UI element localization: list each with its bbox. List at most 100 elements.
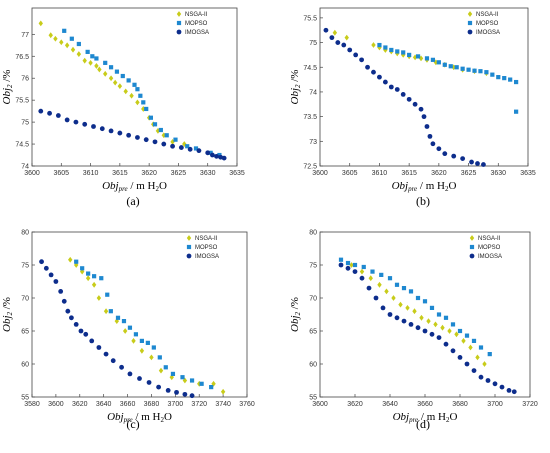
series-mopso (338, 257, 492, 357)
data-point (514, 79, 519, 85)
x-tick-label: 3620 (72, 401, 88, 408)
data-point (472, 68, 477, 73)
data-point (475, 354, 480, 361)
data-point (426, 318, 431, 324)
data-point (447, 328, 452, 334)
data-point (69, 315, 74, 321)
x-axis-label: Objpre / m H2O (107, 411, 172, 424)
data-point (359, 57, 364, 63)
x-tick-label: 3635 (520, 170, 536, 177)
panel-label: (d) (416, 417, 430, 431)
data-point (478, 374, 484, 380)
data-point (48, 272, 54, 278)
data-point (62, 28, 67, 33)
legend-marker (469, 244, 475, 250)
chart-panel: 3580 3600 3620 3640 3660 3680 3700 3720 3740 3760… (1, 230, 255, 425)
series-nsga-ii (38, 20, 187, 147)
data-point (92, 274, 97, 279)
data-point (398, 301, 403, 308)
y-tick-label: 74 (309, 89, 317, 96)
data-point (323, 27, 329, 33)
legend-marker (469, 235, 475, 241)
data-point (157, 355, 162, 360)
data-point (144, 106, 149, 112)
chart-panel: 3600 3605 3610 3615 3620 3625 3630 3635 74 74.5 75… (1, 7, 245, 193)
legend-marker (186, 253, 192, 259)
y-tick-label: 80 (309, 230, 317, 237)
x-tick-label: 3610 (83, 170, 99, 177)
data-point (121, 319, 127, 324)
data-point (182, 377, 188, 384)
data-point (178, 145, 184, 150)
y-tick-label: 65 (309, 329, 317, 336)
y-tick-label: 74.5 (303, 65, 317, 72)
data-point (137, 376, 142, 381)
data-point (345, 265, 351, 271)
data-point (131, 338, 136, 344)
data-point (401, 318, 407, 324)
data-point (59, 39, 64, 46)
data-point (371, 42, 376, 48)
data-point (353, 52, 359, 58)
series-imogsa (38, 108, 227, 161)
data-point (408, 289, 414, 294)
data-point (361, 264, 366, 270)
legend-marker (467, 11, 473, 17)
data-point (448, 64, 453, 69)
data-point (347, 47, 353, 53)
y-axis-label: Obj2 /% (1, 297, 14, 332)
y-tick-label: 80 (21, 230, 29, 237)
data-point (384, 288, 389, 295)
data-point (148, 115, 153, 120)
data-point (73, 119, 79, 125)
x-tick-label: 3630 (200, 170, 216, 177)
series-mopso (74, 259, 214, 390)
data-point (58, 289, 64, 294)
series-mopso (62, 28, 222, 158)
data-point (82, 121, 88, 127)
data-point (365, 64, 370, 70)
data-point (490, 72, 495, 77)
data-point (329, 35, 335, 41)
data-point (64, 117, 70, 123)
data-point (55, 113, 61, 118)
data-point (514, 109, 519, 114)
data-point (205, 150, 211, 156)
data-point (482, 361, 487, 367)
data-point (91, 124, 96, 129)
data-point (85, 275, 91, 282)
data-point (352, 262, 358, 268)
data-point (471, 338, 477, 343)
legend-marker (469, 253, 475, 259)
data-point (371, 69, 376, 75)
data-point (418, 106, 424, 112)
panel-label: (c) (126, 417, 139, 431)
data-point (94, 63, 99, 69)
data-point (427, 133, 433, 139)
chart-panel: 3600 3620 3640 3660 3680 3700 3720 55 60 65 70 75 80… (289, 230, 538, 425)
data-point (387, 312, 393, 317)
y-tick-label: 77 (21, 32, 29, 39)
data-point (457, 355, 463, 360)
data-point (221, 155, 227, 161)
y-axis-label: Obj2 /% (1, 70, 14, 105)
data-point (332, 29, 338, 36)
x-axis-label: Objpre / m H2O (392, 180, 457, 193)
y-tick-label: 60 (309, 362, 317, 369)
data-point (377, 74, 382, 80)
data-point (349, 262, 354, 268)
data-point (139, 347, 145, 354)
data-point (47, 110, 52, 116)
y-axis-label: Obj2 /% (289, 70, 302, 105)
x-tick-label: 3580 (24, 401, 40, 408)
y-tick-label: 76 (21, 76, 29, 83)
data-point (380, 305, 386, 311)
data-point (468, 344, 473, 351)
data-point (185, 144, 190, 149)
data-point (135, 135, 140, 140)
data-point (135, 99, 140, 106)
x-tick-label: 3640 (382, 401, 398, 408)
data-point (424, 56, 430, 61)
data-point (487, 352, 492, 357)
